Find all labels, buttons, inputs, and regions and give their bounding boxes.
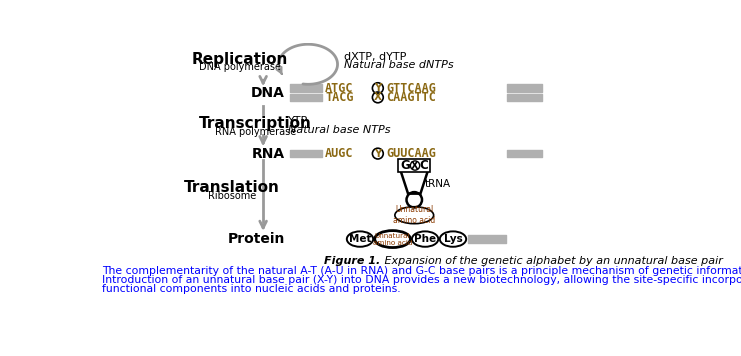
Text: Unnatural
amino acid: Unnatural amino acid (373, 232, 412, 246)
Text: Phe: Phe (414, 234, 436, 244)
Text: Natural base NTPs: Natural base NTPs (288, 125, 391, 135)
Text: AUGC: AUGC (325, 147, 353, 160)
Text: GTTCAAG: GTTCAAG (386, 82, 436, 95)
Text: Met: Met (349, 234, 371, 244)
FancyBboxPatch shape (399, 159, 430, 172)
Text: DNA polymerase: DNA polymerase (199, 62, 281, 72)
Text: Ribosome: Ribosome (208, 191, 256, 201)
Polygon shape (400, 170, 428, 194)
Text: DNA: DNA (251, 86, 285, 100)
Text: Replication: Replication (192, 52, 288, 67)
Text: Y: Y (374, 148, 382, 159)
Text: Natural base dNTPs: Natural base dNTPs (345, 61, 454, 70)
Text: GUUCAAG: GUUCAAG (386, 147, 436, 160)
Text: RNA polymerase: RNA polymerase (215, 127, 296, 137)
Text: Expansion of the genetic alphabet by an unnatural base pair: Expansion of the genetic alphabet by an … (381, 256, 722, 266)
Text: Transcription: Transcription (199, 116, 312, 131)
Text: TACG: TACG (325, 91, 353, 104)
Text: functional components into nucleic acids and proteins.: functional components into nucleic acids… (102, 284, 401, 294)
Text: X: X (373, 93, 382, 103)
Text: G: G (401, 159, 411, 172)
Text: Translation: Translation (185, 180, 280, 195)
Text: Unnatural
amino acid: Unnatural amino acid (393, 205, 436, 225)
Text: Introduction of an unnatural base pair (X-Y) into DNA provides a new biotechnolo: Introduction of an unnatural base pair (… (102, 275, 741, 285)
Text: YTP: YTP (288, 116, 308, 126)
Text: Figure 1.: Figure 1. (324, 256, 380, 266)
Text: RNA: RNA (252, 147, 285, 161)
Text: ATGC: ATGC (325, 82, 353, 95)
Text: Y: Y (374, 83, 382, 93)
Text: The complementarity of the natural A-T (A-U in RNA) and G-C base pairs is a prin: The complementarity of the natural A-T (… (102, 266, 741, 276)
Text: dXTP, dYTP: dXTP, dYTP (345, 52, 407, 62)
Text: Lys: Lys (444, 234, 462, 244)
Text: X: X (411, 161, 419, 171)
Text: Protein: Protein (227, 232, 285, 246)
Text: C: C (419, 159, 428, 172)
Text: tRNA: tRNA (425, 179, 451, 189)
Text: CAAGTTC: CAAGTTC (386, 91, 436, 104)
